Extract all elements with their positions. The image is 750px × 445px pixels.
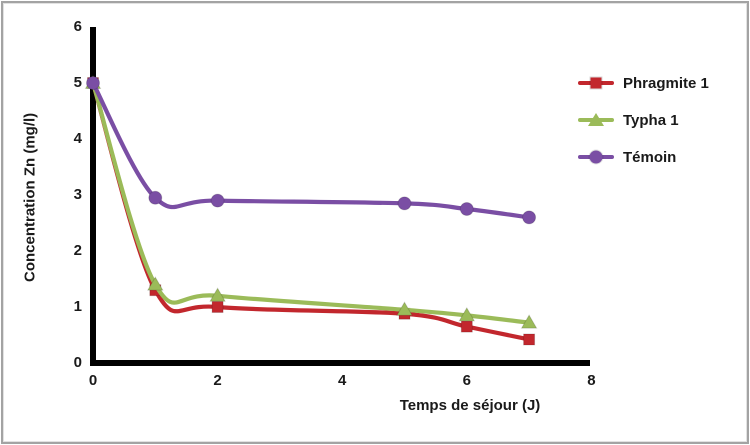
series-marker-typha-1 xyxy=(396,301,413,316)
x-tick-label: 4 xyxy=(338,372,347,389)
y-tick-label: 2 xyxy=(73,242,82,259)
legend: Phragmite 1 Typha 1 Témoin xyxy=(578,72,709,183)
series-marker-temoin xyxy=(148,190,163,205)
y-tick-label: 6 xyxy=(73,18,82,35)
series-marker-phragmite-1 xyxy=(460,320,473,333)
series-marker-typha-1 xyxy=(520,314,538,329)
legend-line-sample xyxy=(578,112,614,126)
legend-line-sample xyxy=(578,150,614,164)
y-tick-label: 0 xyxy=(73,354,82,371)
x-tick-label: 2 xyxy=(213,372,222,389)
x-tick-label: 8 xyxy=(587,372,596,389)
series-marker-phragmite-1 xyxy=(523,333,536,346)
series-marker-typha-1 xyxy=(458,306,476,322)
square-marker-icon xyxy=(589,76,603,90)
x-tick-label: 6 xyxy=(462,372,471,389)
series-marker-temoin xyxy=(210,193,225,208)
x-tick-label: 0 xyxy=(88,372,98,389)
series-marker-phragmite-1 xyxy=(211,301,224,313)
series-marker-temoin xyxy=(459,202,474,216)
y-tick-label: 4 xyxy=(73,130,82,147)
y-tick-label: 1 xyxy=(73,298,82,315)
y-axis-title: Concentration Zn (mg/l) xyxy=(21,112,39,283)
y-axis-line xyxy=(90,27,96,366)
series-marker-temoin xyxy=(522,210,537,225)
x-axis-title: Temps de séjour (J) xyxy=(399,397,541,414)
series-marker-typha-1 xyxy=(209,287,226,302)
y-tick-label: 5 xyxy=(73,74,82,91)
y-tick-label: 3 xyxy=(73,186,82,203)
legend-item-temoin: Témoin xyxy=(578,146,709,168)
triangle-marker-icon xyxy=(588,112,604,126)
legend-item-phragmite-1: Phragmite 1 xyxy=(578,72,709,94)
legend-label: Phragmite 1 xyxy=(623,74,709,92)
series-marker-typha-1 xyxy=(146,276,164,291)
series-marker-temoin xyxy=(397,196,412,211)
legend-label: Témoin xyxy=(623,148,677,166)
circle-marker-icon xyxy=(589,150,603,164)
series-marker-temoin xyxy=(86,76,100,90)
legend-line-sample xyxy=(578,76,614,90)
legend-label: Typha 1 xyxy=(623,111,679,129)
x-axis-line xyxy=(90,360,590,366)
legend-item-typha-1: Typha 1 xyxy=(578,109,709,131)
